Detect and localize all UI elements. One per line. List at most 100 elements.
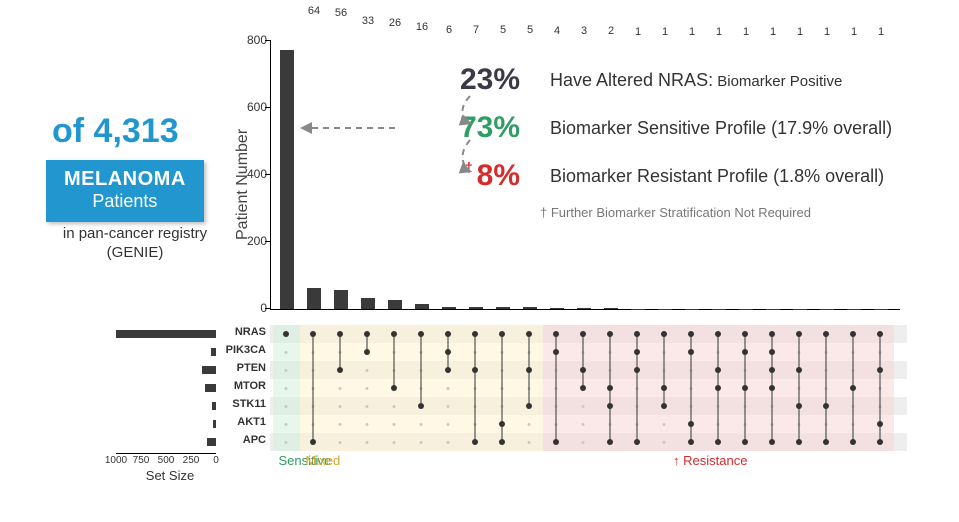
matrix-dot: [823, 439, 829, 445]
matrix-dot: [472, 331, 478, 337]
matrix-dot: [472, 439, 478, 445]
stat-desc: Biomarker Sensitive Profile (17.9% overa…: [550, 118, 892, 139]
bar-value: 16: [416, 21, 428, 33]
bar-value: 1: [770, 26, 776, 38]
matrix-dot: [445, 349, 451, 355]
matrix-dot: [526, 403, 532, 409]
set-size-tick: 0: [213, 455, 219, 466]
stat-row: 23%Have Altered NRAS: Biomarker Positive: [400, 63, 892, 97]
disease-name: MELANOMA: [64, 168, 186, 191]
gene-label: STK11: [222, 398, 266, 410]
set-size-chart: 10007505002500: [116, 325, 216, 481]
matrix-dot: [634, 349, 640, 355]
cohort-number: 4,313: [94, 112, 179, 150]
matrix-dot: [418, 403, 424, 409]
disease-badge: MELANOMA Patients: [46, 160, 204, 222]
matrix-dot: [337, 331, 343, 337]
bar-value: 1: [851, 26, 857, 38]
matrix-dot: [580, 367, 586, 373]
matrix-dot: [607, 403, 613, 409]
set-size-bar: [212, 402, 216, 410]
bar-value: 1: [689, 26, 695, 38]
matrix-dot: [337, 367, 343, 373]
set-size-bar: [205, 384, 216, 392]
set-size-bar: [202, 366, 216, 374]
matrix-dot: [310, 439, 316, 445]
bar: [280, 50, 294, 309]
matrix-dot: [445, 367, 451, 373]
matrix-dot: [796, 439, 802, 445]
set-size-title: Set Size: [100, 468, 240, 483]
matrix-dot: [877, 367, 883, 373]
bar-value: 6: [446, 24, 452, 36]
y-tick: 0: [243, 301, 267, 315]
matrix-dot: [391, 385, 397, 391]
matrix-dot: [607, 439, 613, 445]
matrix-dot: [634, 439, 640, 445]
matrix-dot: [850, 439, 856, 445]
bar-value: 1: [635, 26, 641, 38]
matrix-dot: [364, 331, 370, 337]
matrix-dot: [823, 331, 829, 337]
y-tick: 200: [243, 234, 267, 248]
upset-matrix: SensitiveMixed↑ ResistanceNRASPIK3CAPTEN…: [270, 325, 907, 451]
bar: [307, 288, 321, 309]
matrix-dot: [499, 439, 505, 445]
disease-unit: Patients: [64, 191, 186, 212]
matrix-dot: [742, 439, 748, 445]
matrix-dot: [769, 349, 775, 355]
matrix-dot: [715, 385, 721, 391]
cohort-prefix: of: [52, 112, 84, 150]
bar-value: 64: [308, 5, 320, 17]
bar-value: 3: [581, 25, 587, 37]
gene-label: PIK3CA: [222, 344, 266, 356]
zone-label: ↑ Resistance: [673, 453, 747, 468]
bar: [496, 307, 510, 309]
gene-label: AKT1: [222, 416, 266, 428]
y-tick: 800: [243, 33, 267, 47]
gene-label: NRAS: [222, 326, 266, 338]
set-size-bar: [116, 330, 216, 338]
bar-value: 1: [743, 26, 749, 38]
matrix-dot: [877, 421, 883, 427]
matrix-dot: [769, 367, 775, 373]
bar-value: 1: [716, 26, 722, 38]
matrix-dot: [850, 385, 856, 391]
bar-value: 7: [473, 24, 479, 36]
bar: [523, 307, 537, 309]
matrix-dot: [688, 331, 694, 337]
bar-value: 1: [824, 26, 830, 38]
matrix-dot: [715, 331, 721, 337]
matrix-dot: [661, 331, 667, 337]
cohort-total: of 4,313: [52, 112, 179, 151]
bar-value: 26: [389, 17, 401, 29]
matrix-dot: [499, 421, 505, 427]
matrix-dot: [553, 331, 559, 337]
matrix-dot: [580, 385, 586, 391]
set-size-bar: [211, 348, 217, 356]
matrix-dot: [715, 439, 721, 445]
matrix-dot: [634, 367, 640, 373]
gene-label: APC: [222, 434, 266, 446]
matrix-dot: [796, 403, 802, 409]
matrix-dot: [607, 331, 613, 337]
set-size-tick: 250: [183, 455, 200, 466]
matrix-dot: [769, 385, 775, 391]
matrix-dot: [418, 331, 424, 337]
matrix-dot: [364, 349, 370, 355]
matrix-dot: [796, 367, 802, 373]
matrix-dot: [796, 331, 802, 337]
set-size-tick: 500: [158, 455, 175, 466]
bar-value: 1: [662, 26, 668, 38]
registry-line1: in pan-cancer registry: [35, 225, 235, 244]
matrix-dot: [499, 331, 505, 337]
matrix-dot: [742, 331, 748, 337]
matrix-dot: [553, 349, 559, 355]
stats-block: 23%Have Altered NRAS: Biomarker Positive…: [400, 63, 892, 207]
bar: [334, 290, 348, 309]
bar-value: 56: [335, 7, 347, 19]
footnote: † Further Biomarker Stratification Not R…: [540, 205, 811, 220]
stat-percent: † 8%: [400, 159, 520, 193]
matrix-dot: [769, 439, 775, 445]
set-size-tick: 1000: [105, 455, 127, 466]
